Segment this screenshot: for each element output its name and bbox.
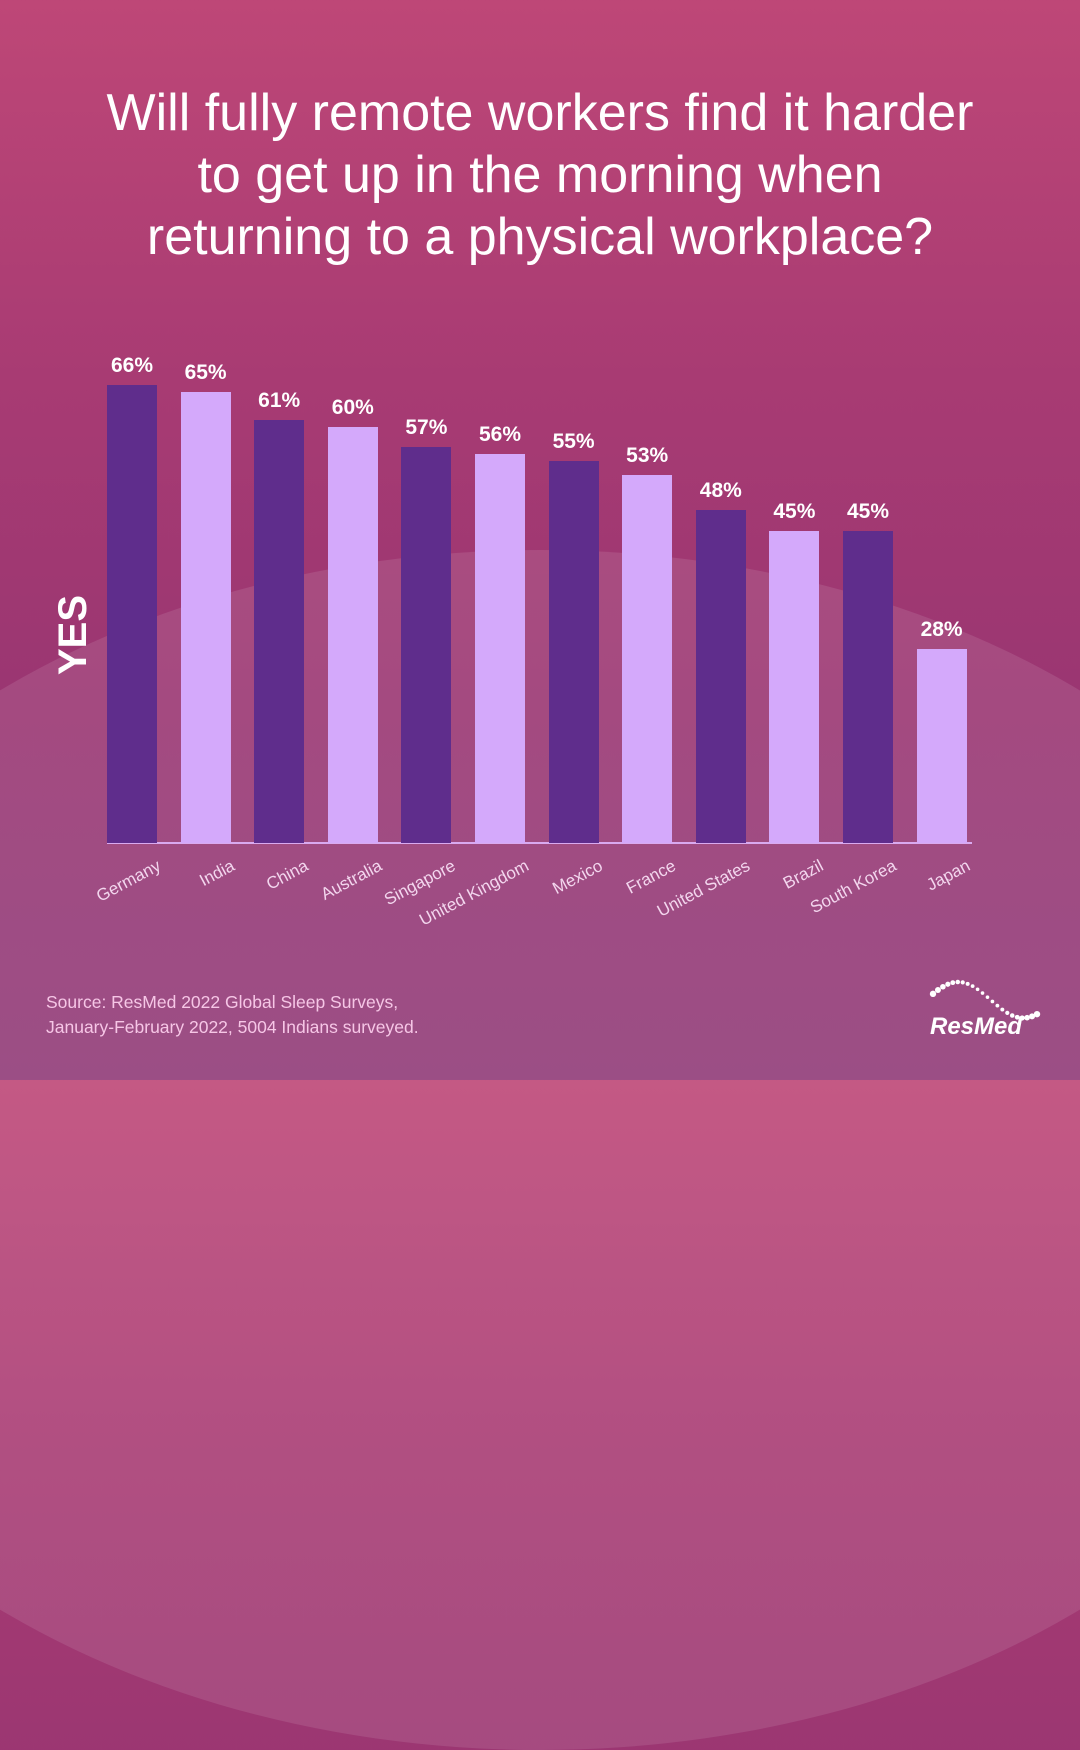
value-label: 45% <box>773 499 816 523</box>
value-label: 66% <box>110 353 154 377</box>
category-label: Japan <box>923 856 974 895</box>
bar-brazil <box>769 530 820 843</box>
category-label: Germany <box>93 856 164 906</box>
value-label: 53% <box>626 444 669 468</box>
bar-china <box>254 419 305 843</box>
bar-australia <box>327 426 378 843</box>
bar-india <box>180 391 231 843</box>
value-label: 45% <box>846 499 890 523</box>
value-label: 60% <box>331 395 374 419</box>
brand-logo-text: ResMed <box>930 1013 1023 1040</box>
category-label: India <box>196 856 238 891</box>
bar-united-states <box>695 509 746 843</box>
bar-germany <box>107 384 157 843</box>
resmed-logo-icon <box>929 979 1041 1021</box>
title-line-3: returning to a physical workplace? <box>146 208 934 266</box>
category-label: France <box>623 856 680 898</box>
source-note: Source: ResMed 2022 Global Sleep Surveys… <box>46 990 419 1040</box>
value-label: 61% <box>258 388 301 412</box>
value-label: 55% <box>552 430 595 454</box>
bar-singapore <box>401 447 452 843</box>
value-label: 48% <box>699 478 742 502</box>
value-label: 28% <box>920 617 963 641</box>
source-line-1: Source: ResMed 2022 Global Sleep Surveys… <box>46 992 399 1012</box>
bar-france <box>622 475 673 843</box>
bar-mexico <box>548 461 599 843</box>
value-label: 65% <box>184 360 227 384</box>
source-line-2: January-February 2022, 5004 Indians surv… <box>46 1017 419 1037</box>
category-label: Brazil <box>779 856 827 893</box>
category-label: China <box>262 856 312 894</box>
bar-united-kingdom <box>475 454 525 843</box>
x-axis-baseline <box>107 842 972 844</box>
title-line-1: Will fully remote workers find it harder <box>106 84 974 142</box>
value-label: 56% <box>478 423 522 447</box>
bar-chart: 66% Germany 65% India 61% China 60% Australia 57… <box>93 353 974 930</box>
bar-japan <box>916 648 967 843</box>
title-line-2: to get up in the morning when <box>197 146 883 204</box>
category-label: Mexico <box>549 856 606 899</box>
chart-title: Will fully remote workers find it harder… <box>0 82 1080 268</box>
bar-south-korea <box>843 530 893 843</box>
value-label: 57% <box>405 416 448 440</box>
category-label: Australia <box>317 856 385 904</box>
